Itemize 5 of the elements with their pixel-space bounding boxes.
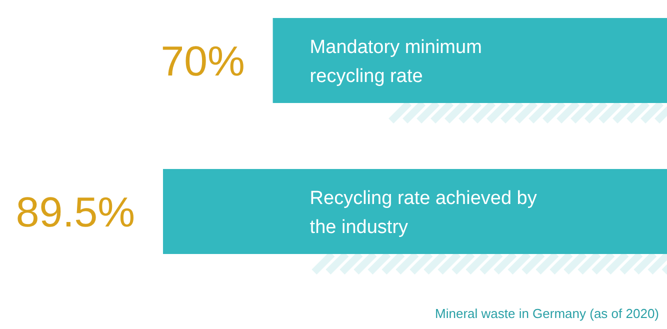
data-label: 89.5% bbox=[16, 188, 135, 236]
y-tick-label: Mandatory minimum recycling rate bbox=[310, 37, 482, 88]
text: Mineral waste in Germany (as of 2020) bbox=[435, 306, 659, 321]
y-tick-label: Recycling rate achieved by the industry bbox=[310, 188, 538, 238]
data-label: 70% bbox=[160, 38, 245, 85]
